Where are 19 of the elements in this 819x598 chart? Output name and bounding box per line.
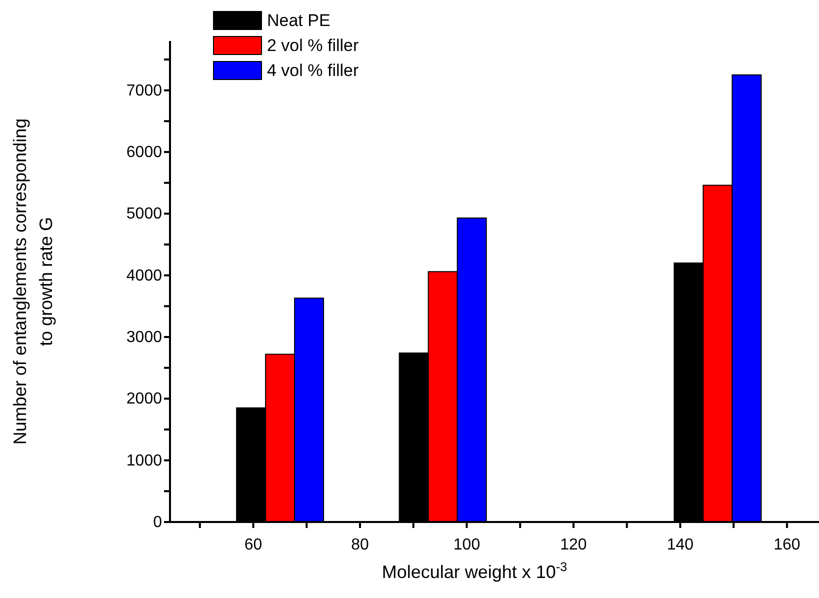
y-tick-label: 3000 [126,329,162,346]
legend-label: Neat PE [267,10,330,30]
y-tick-label: 1000 [126,452,162,470]
x-tick-label: 140 [666,536,694,554]
x-tick-label: 80 [351,536,370,554]
y-tick-label: 7000 [126,82,162,100]
x-tick-label: 160 [774,536,800,554]
y-tick-label: 2000 [126,390,162,408]
x-tick-label: 100 [453,536,480,554]
y-tick-label: 0 [153,514,162,531]
x-axis-title: Molecular weight x 10$^{-3}$ [382,560,568,582]
x-tick-label: 120 [560,536,587,554]
legend-label: 2 vol % filler [267,36,359,56]
y-tick-label: 6000 [126,144,162,161]
y-axis-title: Number of entanglements corresponding to growth rate G [10,118,56,445]
y-tick-label: 4000 [126,267,162,284]
x-tick-label: 60 [244,536,262,554]
y-tick-label: 5000 [126,206,162,223]
legend-label: 4 vol % filler [267,60,359,80]
